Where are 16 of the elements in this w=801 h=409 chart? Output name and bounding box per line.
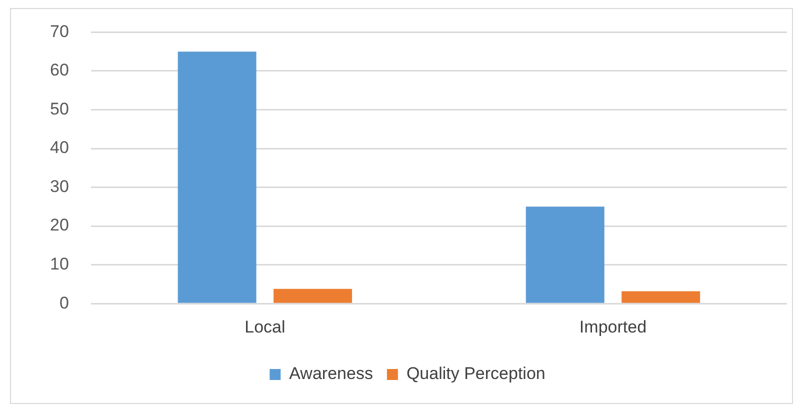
y-tick-label: 30 — [50, 176, 69, 196]
y-tick-label: 50 — [50, 99, 69, 118]
legend-label: Awareness — [289, 364, 373, 384]
y-tick-label: 0 — [59, 293, 69, 312]
y-tick-label: 20 — [50, 216, 69, 235]
y-tick-label: 40 — [50, 138, 69, 158]
x-tick-label: Local — [244, 317, 286, 336]
legend-label: Quality Perception — [406, 364, 546, 384]
x-tick-label: Imported — [579, 317, 647, 336]
y-tick-label: 60 — [50, 60, 69, 80]
bar — [178, 52, 256, 303]
bar — [622, 291, 700, 303]
y-tick-label: 10 — [50, 254, 69, 274]
bar — [526, 206, 604, 303]
y-tick-label: 70 — [50, 22, 69, 41]
bar — [274, 288, 352, 303]
